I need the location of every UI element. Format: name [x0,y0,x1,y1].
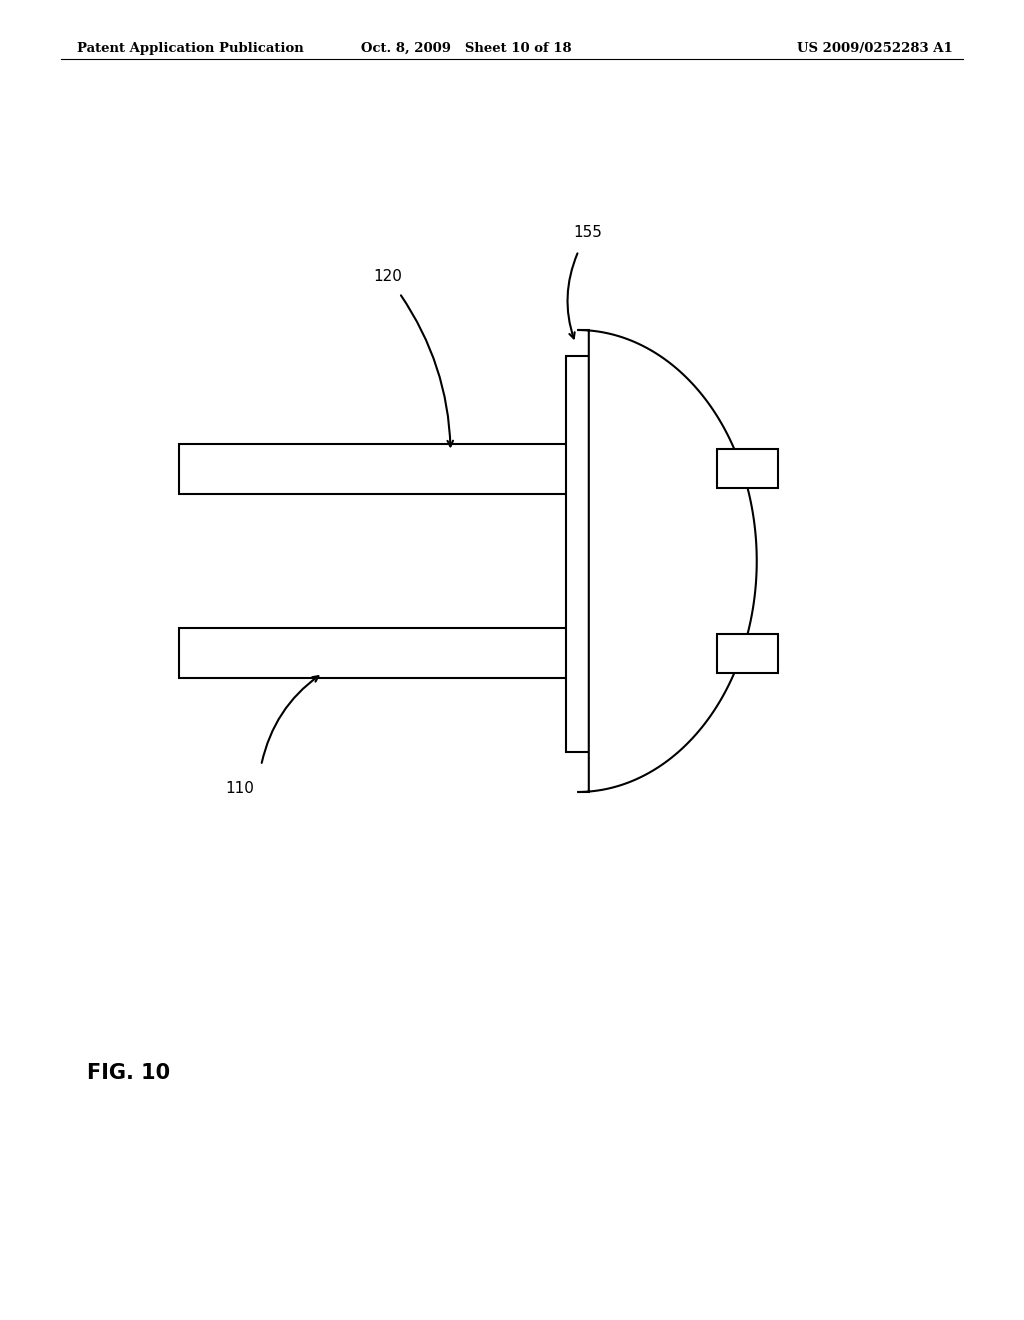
Bar [717,449,778,488]
Text: Patent Application Publication: Patent Application Publication [77,42,303,55]
Text: Oct. 8, 2009   Sheet 10 of 18: Oct. 8, 2009 Sheet 10 of 18 [360,42,571,55]
Bar [179,444,579,494]
Text: 155: 155 [573,226,602,240]
Text: US 2009/0252283 A1: US 2009/0252283 A1 [797,42,952,55]
Text: 120: 120 [374,269,402,284]
Bar [179,628,579,678]
Polygon shape [578,330,757,792]
Text: 110: 110 [225,781,254,796]
Text: FIG. 10: FIG. 10 [87,1063,170,1082]
Bar [717,634,778,673]
Bar [566,356,589,752]
